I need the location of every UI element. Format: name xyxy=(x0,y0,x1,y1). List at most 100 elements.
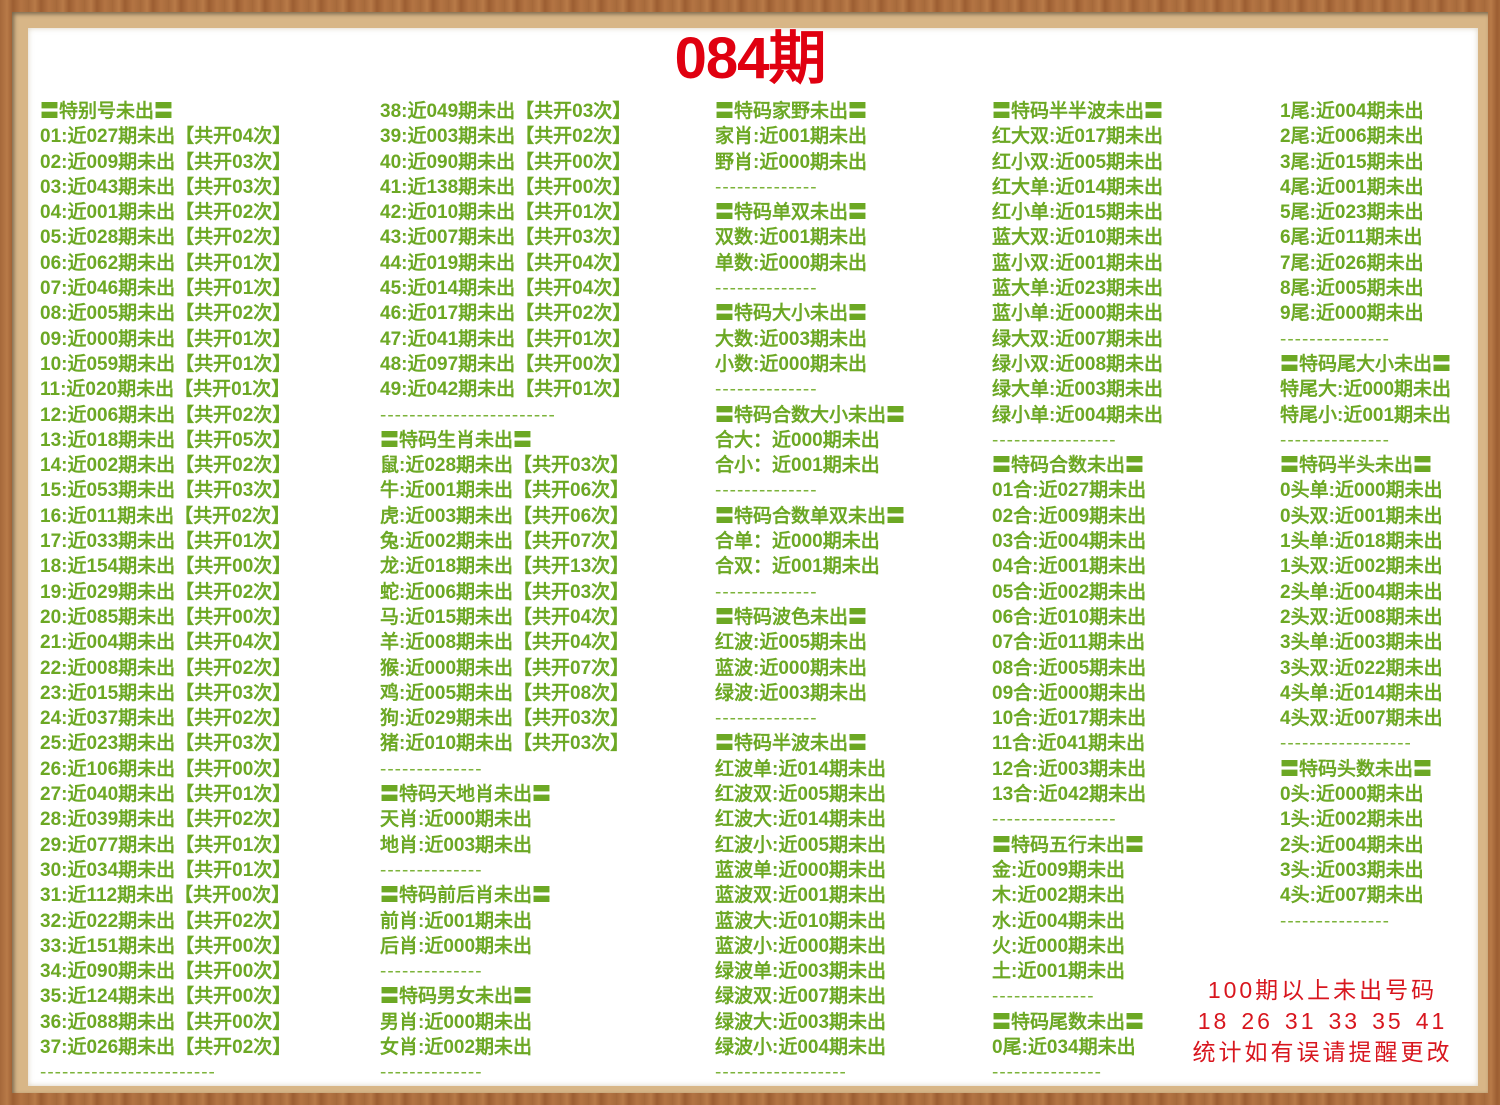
list-item: 2头:近004期未出 xyxy=(1280,834,1424,856)
list-item: 45:近014期未出【共开04次】 xyxy=(380,278,632,300)
list-item: 18:近154期未出【共开00次】 xyxy=(40,556,292,578)
list-item: 12:近006期未出【共开02次】 xyxy=(40,404,292,426)
column-3: 〓特码家野未出〓 家肖:近001期未出 野肖:近000期未出 ------------… xyxy=(715,99,905,1086)
list-item: 05合:近002期未出 xyxy=(992,581,1147,603)
section-header: 〓特码大小未出〓 xyxy=(715,303,868,325)
list-item: 2尾:近006期未出 xyxy=(1280,126,1424,148)
list-item: 1头双:近002期未出 xyxy=(1280,556,1443,578)
missing-number: 26 xyxy=(1241,1008,1273,1034)
list-item: 22:近008期未出【共开02次】 xyxy=(40,657,292,679)
list-item: 05:近028期未出【共开02次】 xyxy=(40,227,292,249)
list-item: 6尾:近011期未出 xyxy=(1280,227,1423,249)
list-item: 26:近106期未出【共开00次】 xyxy=(40,758,292,780)
list-item: 47:近041期未出【共开01次】 xyxy=(380,328,632,350)
list-item: 0头:近000期未出 xyxy=(1280,784,1424,806)
section-header: 〓特码半头未出〓 xyxy=(1280,455,1433,477)
list-item: 猪:近010期未出【共开03次】 xyxy=(380,733,630,755)
list-item: 04合:近001期未出 xyxy=(992,556,1147,578)
list-item: 41:近138期未出【共开00次】 xyxy=(380,176,632,198)
list-item: 7尾:近026期未出 xyxy=(1280,252,1424,274)
list-item: 蓝波小:近000期未出 xyxy=(715,935,887,957)
list-item: 红波:近005期未出 xyxy=(715,632,868,654)
missing-number: 31 xyxy=(1284,1008,1317,1034)
list-item: 大数:近003期未出 xyxy=(715,328,868,350)
separator: --------------- xyxy=(1280,429,1390,451)
list-item: 43:近007期未出【共开03次】 xyxy=(380,227,632,249)
list-item: 8尾:近005期未出 xyxy=(1280,278,1424,300)
note-line-3: 统计如有误请提醒更改 xyxy=(1192,1039,1453,1065)
list-item: 09合:近000期未出 xyxy=(992,682,1147,704)
separator: -------------- xyxy=(715,480,818,502)
list-item: 36:近088期未出【共开00次】 xyxy=(40,1011,292,1033)
list-item: 马:近015期未出【共开04次】 xyxy=(380,606,630,628)
list-item: 30:近034期未出【共开01次】 xyxy=(40,859,292,881)
list-item: 31:近112期未出【共开00次】 xyxy=(40,885,291,907)
list-item: 21:近004期未出【共开04次】 xyxy=(40,632,292,654)
section-header: 〓特码男女未出〓 xyxy=(380,986,533,1008)
list-item: 4头单:近014期未出 xyxy=(1280,682,1443,704)
column-4: 〓特码半半波未出〓 红大双:近017期未出 红小双:近005期未出 红大单:近014期… xyxy=(992,99,1163,1086)
list-item: 16:近011期未出【共开02次】 xyxy=(40,505,291,527)
list-item: 3尾:近015期未出 xyxy=(1280,151,1424,173)
list-item: 02:近009期未出【共开03次】 xyxy=(40,151,292,173)
list-item: 红波双:近005期未出 xyxy=(715,784,887,806)
separator: ------------------------ xyxy=(380,404,556,426)
list-item: 红波大:近014期未出 xyxy=(715,809,887,831)
list-item: 11合:近041期未出 xyxy=(992,733,1146,755)
list-item: 24:近037期未出【共开02次】 xyxy=(40,708,292,730)
list-item: 37:近026期未出【共开02次】 xyxy=(40,1036,292,1058)
list-item: 14:近002期未出【共开02次】 xyxy=(40,455,292,477)
column-2: 38:近049期未出【共开03次】 39:近003期未出【共开02次】 40:近09… xyxy=(380,99,631,1086)
column-5: 1尾:近004期未出 2尾:近006期未出 3尾:近015期未出 4尾:近001期未出… xyxy=(1280,99,1451,934)
list-item: 15:近053期未出【共开03次】 xyxy=(40,480,292,502)
section-header: 〓特码半半波未出〓 xyxy=(992,101,1164,122)
list-item: 23:近015期未出【共开03次】 xyxy=(40,682,292,704)
list-item: 44:近019期未出【共开04次】 xyxy=(380,252,632,274)
list-item: 红大单:近014期未出 xyxy=(992,176,1164,198)
list-item: 34:近090期未出【共开00次】 xyxy=(40,961,292,983)
section-header: 〓特码半波未出〓 xyxy=(715,733,868,755)
list-item: 12合:近003期未出 xyxy=(992,758,1147,780)
separator: -------------- xyxy=(715,708,818,730)
note-numbers: 18 26 31 33 35 41 xyxy=(1180,1006,1465,1037)
section-header: 〓特码尾大小未出〓 xyxy=(1280,353,1452,375)
list-item: 小数:近000期未出 xyxy=(715,353,868,375)
separator: -------------- xyxy=(992,986,1095,1008)
list-item: 0头单:近000期未出 xyxy=(1280,480,1443,502)
separator: -------------- xyxy=(715,176,818,198)
list-item: 红大双:近017期未出 xyxy=(992,126,1164,148)
list-item: 红小双:近005期未出 xyxy=(992,151,1164,173)
separator: --------------- xyxy=(1280,910,1390,932)
list-item: 1尾:近004期未出 xyxy=(1280,101,1424,122)
section-header: 〓特码尾数未出〓 xyxy=(992,1011,1145,1033)
list-item: 08:近005期未出【共开02次】 xyxy=(40,303,292,325)
list-item: 42:近010期未出【共开01次】 xyxy=(380,202,632,224)
section-header: 〓特别号未出〓 xyxy=(40,101,174,122)
list-item: 绿小双:近008期未出 xyxy=(992,353,1164,375)
list-item: 绿波单:近003期未出 xyxy=(715,961,887,983)
list-item: 35:近124期未出【共开00次】 xyxy=(40,986,292,1008)
section-header: 〓特码天地肖未出〓 xyxy=(380,784,552,806)
list-item: 绿大单:近003期未出 xyxy=(992,379,1164,401)
list-item: 40:近090期未出【共开00次】 xyxy=(380,151,632,173)
missing-number: 33 xyxy=(1328,1008,1361,1034)
separator: --------------- xyxy=(992,1062,1102,1084)
list-item: 0尾:近034期未出 xyxy=(992,1036,1136,1058)
list-item: 绿波大:近003期未出 xyxy=(715,1011,887,1033)
list-item: 4头双:近007期未出 xyxy=(1280,708,1443,730)
list-item: 29:近077期未出【共开01次】 xyxy=(40,834,292,856)
list-item: 双数:近001期未出 xyxy=(715,227,868,249)
list-item: 49:近042期未出【共开01次】 xyxy=(380,379,632,401)
list-item: 32:近022期未出【共开02次】 xyxy=(40,910,292,932)
section-header: 〓特码波色未出〓 xyxy=(715,606,868,628)
list-item: 家肖:近001期未出 xyxy=(715,126,868,148)
list-item: 3头:近003期未出 xyxy=(1280,859,1424,881)
list-item: 金:近009期未出 xyxy=(992,859,1126,881)
list-item: 火:近000期未出 xyxy=(992,935,1126,957)
list-item: 27:近040期未出【共开01次】 xyxy=(40,784,292,806)
section-header: 〓特码五行未出〓 xyxy=(992,834,1145,856)
column-1: 〓特别号未出〓 01:近027期未出【共开04次】 02:近009期未出【共开03次… xyxy=(40,99,291,1086)
list-item: 13:近018期未出【共开05次】 xyxy=(40,429,292,451)
list-item: 1头:近002期未出 xyxy=(1280,809,1424,831)
separator: -------------- xyxy=(380,961,483,983)
